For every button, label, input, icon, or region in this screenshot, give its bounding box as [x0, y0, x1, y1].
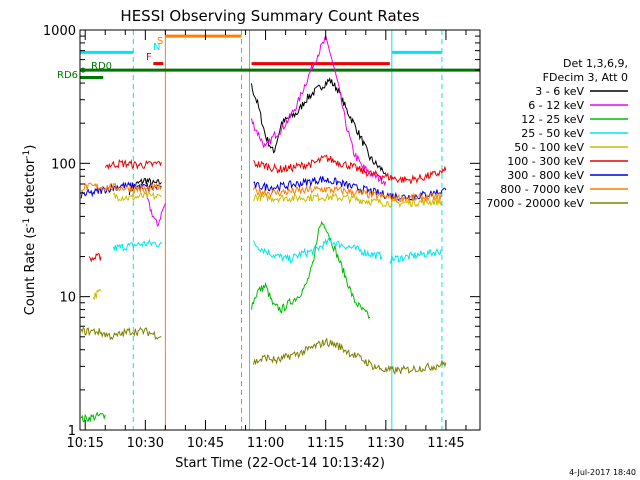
series-line — [389, 247, 443, 265]
legend-entry-label: 7000 - 20000 keV — [486, 197, 584, 210]
y-tick-label: 1000 — [43, 24, 76, 39]
x-tick-label: 11:15 — [307, 436, 344, 451]
footer-date: 4-Jul-2017 18:40 — [569, 468, 636, 477]
x-tick-label: 10:45 — [187, 436, 224, 451]
plot-area — [80, 30, 480, 430]
y-axis-label-sup1: -1 — [22, 218, 32, 227]
y-tick-label: 1 — [68, 424, 76, 439]
flag-marker-label: F — [146, 52, 152, 63]
legend-entry-label: 25 - 50 keV — [521, 127, 584, 140]
series-lines — [80, 34, 447, 423]
plot-frame — [79, 29, 481, 431]
series-line — [253, 154, 447, 185]
flag-marker-label: S — [157, 36, 163, 47]
legend-entry-label: 100 - 300 keV — [507, 155, 584, 168]
y-tick-label: 100 — [51, 157, 76, 172]
flag-markers: SNF RD0 RD6 — [57, 36, 163, 81]
x-tick-label: 10:15 — [66, 436, 103, 451]
x-tick-label: 11:00 — [247, 436, 284, 451]
series-line — [104, 159, 162, 171]
series-line — [112, 190, 162, 202]
mode-boundaries — [80, 30, 443, 430]
legend-entry-label: 800 - 7000 keV — [500, 183, 584, 196]
series-line — [253, 337, 447, 375]
series-line — [80, 181, 162, 199]
series-line — [251, 77, 387, 175]
legend-entry-label: 12 - 25 keV — [521, 113, 584, 126]
series-line — [251, 34, 387, 187]
chart-title: HESSI Observing Summary Count Rates — [120, 7, 419, 25]
flag-marker-label: N — [153, 42, 160, 53]
series-line — [253, 237, 383, 264]
series-line — [253, 191, 443, 209]
flag-marker-label: RD0 — [91, 61, 112, 72]
flag-marker-label: RD6 — [57, 70, 78, 81]
x-axis: 10:15 10:30 10:45 11:00 11:15 11:30 11:45 — [66, 30, 467, 451]
legend-entry-label: 3 - 6 keV — [535, 85, 584, 98]
y-axis-label: Count Rate (s-1 detector-1) — [22, 145, 38, 316]
y-tick-label: 10 — [59, 291, 76, 306]
legend-entry-label: 50 - 100 keV — [514, 141, 584, 154]
x-tick-label: 10:30 — [127, 436, 164, 451]
series-line — [92, 288, 102, 301]
y-axis-label-end: ) — [23, 145, 38, 150]
legend-entry-label: 6 - 12 keV — [528, 99, 584, 112]
series-line — [80, 411, 106, 423]
legend-header-line: FDecim 3, Att 0 — [543, 71, 628, 84]
series-line — [253, 184, 443, 204]
series-line — [251, 220, 371, 319]
legend-header-line: Det 1,3,6,9, — [563, 57, 628, 70]
y-axis-label-main: Count Rate (s — [23, 227, 38, 316]
rd0-dot — [80, 67, 86, 73]
x-tick-label: 11:30 — [367, 436, 404, 451]
series-line — [88, 252, 102, 263]
x-tick-label: 11:45 — [427, 436, 464, 451]
series-line — [80, 326, 162, 341]
legend-entry-label: 300 - 800 keV — [507, 169, 584, 182]
flag-bars — [80, 34, 480, 80]
series-line — [112, 238, 162, 253]
x-axis-label: Start Time (22-Oct-14 10:13:42) — [175, 456, 385, 471]
y-axis-label-sup2: -1 — [22, 150, 32, 159]
y-axis-label-mid: detector — [23, 158, 38, 218]
series-line — [80, 182, 162, 195]
series-line — [144, 188, 166, 227]
